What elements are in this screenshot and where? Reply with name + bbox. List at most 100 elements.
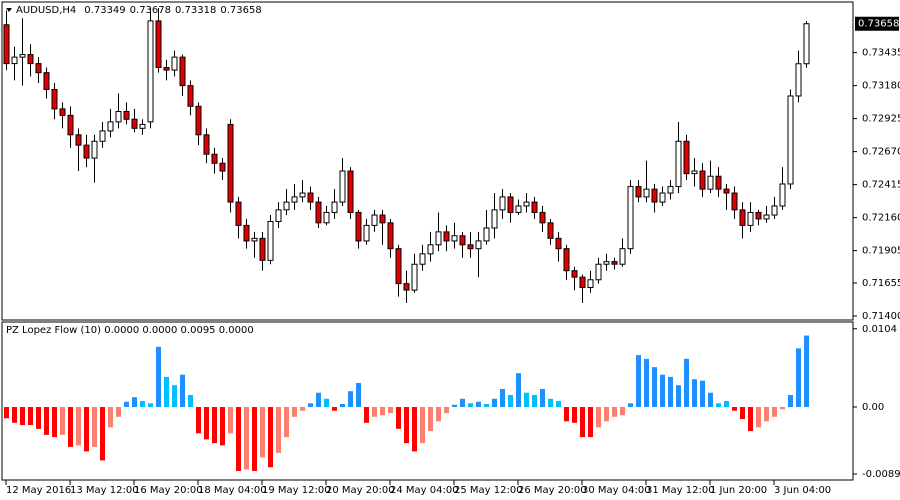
y-tick-label: 0.73435 [862, 48, 900, 59]
candle-body [339, 170, 346, 203]
candle-body [539, 211, 546, 224]
bar [204, 407, 209, 440]
candle-body [35, 63, 42, 74]
candle-body [595, 263, 602, 281]
bar [708, 392, 713, 408]
bar [188, 394, 193, 408]
y-tick-label: -0.0089 [862, 469, 900, 480]
candle-body [83, 144, 90, 159]
candle-body [75, 134, 82, 146]
y-tick-label: 0.72415 [862, 180, 900, 191]
candle-body [563, 248, 570, 272]
bar [172, 385, 177, 408]
candle-body [707, 175, 714, 190]
candle-body [331, 201, 338, 213]
bar [436, 407, 441, 422]
bar [108, 407, 113, 428]
y-tick-label: 0.72925 [862, 114, 900, 125]
x-tick-label: 30 May 04:00 [582, 485, 651, 496]
candle-body [355, 211, 362, 242]
candle-body [675, 140, 682, 188]
y-tick-label: 0.0104 [862, 324, 897, 335]
bar [452, 404, 457, 408]
bar [444, 407, 449, 414]
bar [460, 398, 465, 408]
x-tick-label: 25 May 12:00 [454, 485, 523, 496]
bar [364, 407, 369, 423]
candle-body [587, 279, 594, 289]
bar [620, 407, 625, 416]
bar [52, 407, 57, 438]
bar [388, 407, 393, 414]
y-tick-label: 0.71655 [862, 278, 900, 289]
bar [372, 407, 377, 417]
x-tick-label: 26 May 20:00 [518, 485, 587, 496]
candle-body [51, 88, 58, 110]
bar [348, 391, 353, 408]
bar [308, 403, 313, 408]
bar [476, 401, 481, 408]
y-tick-label: 0.71400 [862, 311, 900, 322]
candle-body [59, 108, 66, 116]
candle-body [643, 188, 650, 198]
candle-body [491, 209, 498, 229]
candle-body [739, 209, 746, 226]
candle-body [403, 283, 410, 291]
candle-body [235, 201, 242, 226]
bar [644, 358, 649, 408]
bar [340, 404, 345, 408]
candle-body [691, 170, 698, 175]
bar [116, 407, 121, 417]
bar [780, 407, 785, 410]
bar [580, 407, 585, 438]
bar [612, 407, 617, 417]
candle-body [427, 244, 434, 255]
candle-body [483, 227, 490, 242]
bar [732, 407, 737, 411]
bar [316, 392, 321, 408]
candle-body [555, 237, 562, 250]
bar [796, 348, 801, 408]
candle-body [259, 237, 266, 261]
x-tick-label: 18 May 04:00 [198, 485, 267, 496]
bar [700, 380, 705, 408]
bar [804, 335, 809, 408]
menu-arrow [6, 8, 12, 12]
bar [516, 373, 521, 408]
x-tick-label: 20 May 20:00 [326, 485, 395, 496]
candle-body [699, 170, 706, 190]
candle-body [571, 270, 578, 278]
bar [660, 374, 665, 408]
candle-body [291, 196, 298, 203]
candle-body [667, 186, 674, 194]
bar [332, 407, 337, 411]
candle-body [787, 95, 794, 185]
candle-body [3, 24, 10, 65]
candle-body [411, 263, 418, 291]
candle-body [387, 222, 394, 250]
bar [180, 374, 185, 408]
indicator-title: PZ Lopez Flow (10) 0.0000 0.0000 0.0095 … [6, 325, 254, 336]
bar [676, 385, 681, 408]
bar [500, 388, 505, 408]
bar [596, 407, 601, 428]
bar [628, 403, 633, 408]
candle-body [379, 214, 386, 224]
x-tick-label: 3 Jun 04:00 [774, 485, 831, 496]
candle-body [267, 221, 274, 261]
bar [100, 407, 105, 461]
bar [420, 407, 425, 444]
candle-body [747, 211, 754, 226]
candle-body [11, 56, 18, 65]
x-tick-label: 24 May 04:00 [390, 485, 459, 496]
bar [716, 403, 721, 408]
candle-body [435, 231, 442, 246]
bar [380, 407, 385, 416]
candle-body [179, 56, 186, 87]
candle-body [723, 188, 730, 194]
bar [684, 358, 689, 408]
bar [588, 407, 593, 438]
candle-body [627, 186, 634, 250]
bar [140, 401, 145, 408]
candle-body [475, 240, 482, 250]
